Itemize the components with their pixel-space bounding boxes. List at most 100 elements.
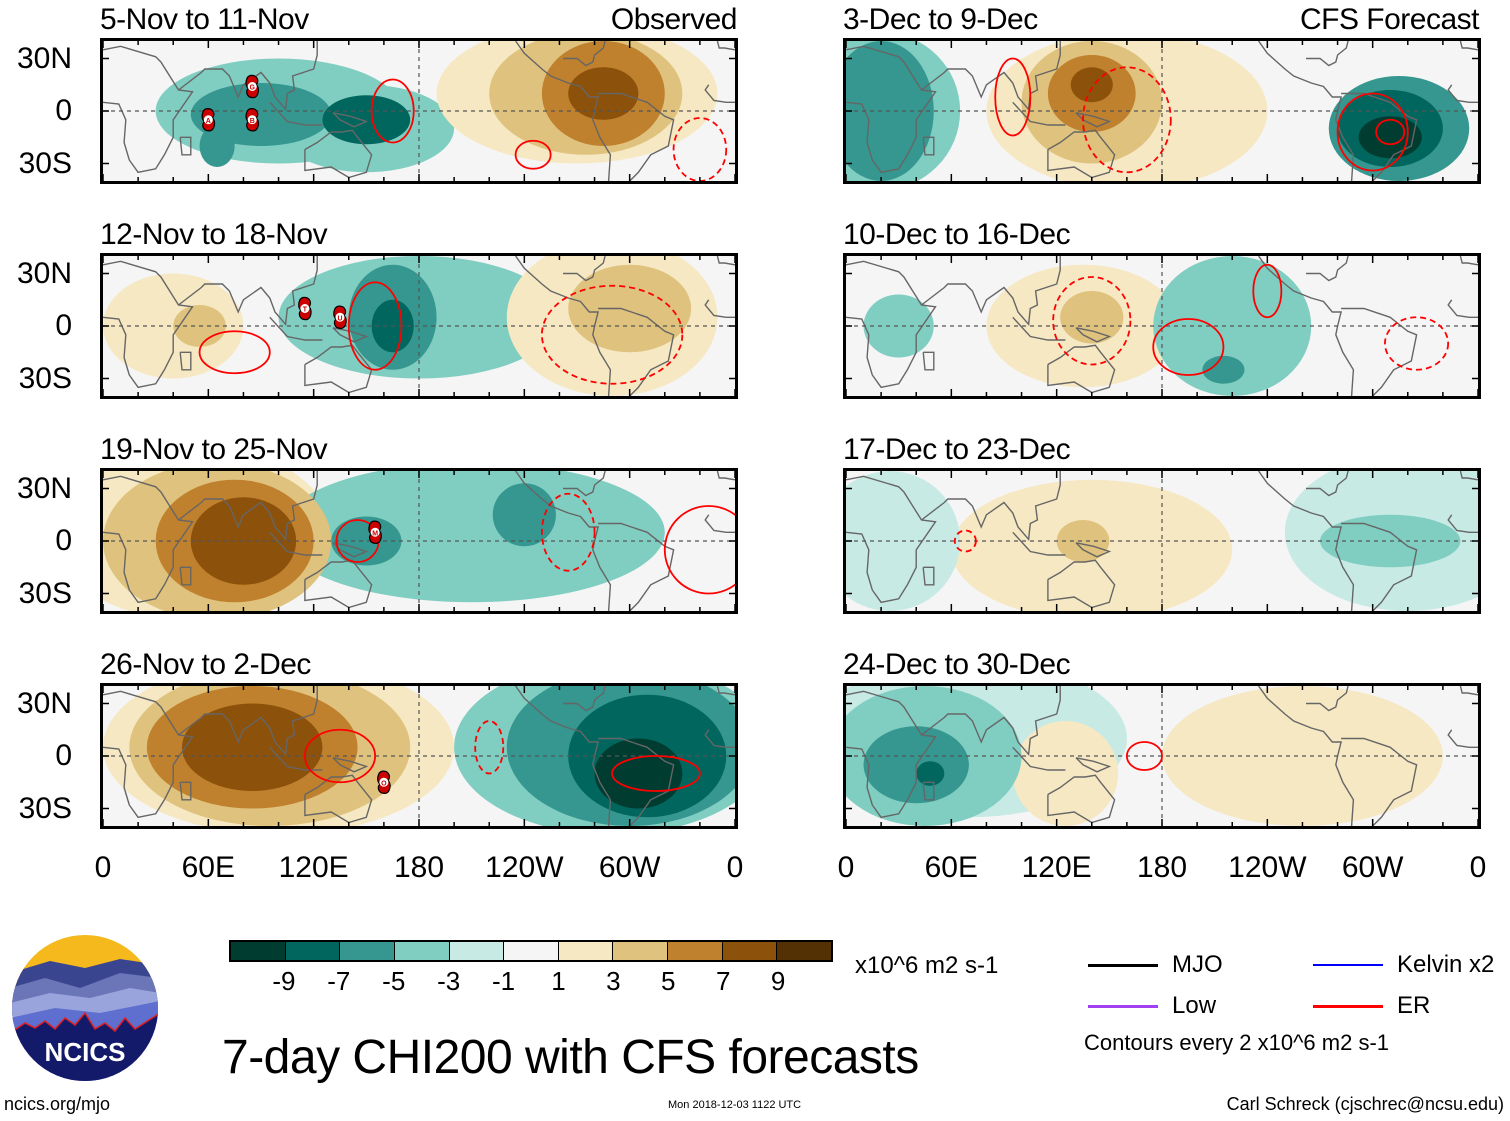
colorbar-segment <box>340 942 395 960</box>
er-contour-positive <box>198 330 271 375</box>
coastline <box>1258 686 1355 826</box>
coastline <box>716 41 735 51</box>
panel-title: 10-Dec to 16-Dec <box>843 218 1071 251</box>
coastline <box>1447 514 1478 533</box>
colorbar-segment <box>449 942 505 960</box>
y-tick-label: 30S <box>18 361 72 395</box>
storm-label: M <box>372 530 378 537</box>
x-tick-label: 0 <box>94 851 112 884</box>
coastline <box>515 256 612 396</box>
coastline <box>1459 471 1478 481</box>
panel-title: 24-Dec to 30-Dec <box>843 648 1071 681</box>
y-tick-label: 0 <box>55 94 72 127</box>
coastline <box>179 351 192 371</box>
er-contour-negative <box>540 492 596 572</box>
author-credit: Carl Schreck (cjschrec@ncsu.edu) <box>1226 1094 1504 1114</box>
coastline <box>563 686 606 712</box>
map-panel <box>843 38 1481 184</box>
anomaly-region <box>1060 291 1124 344</box>
coastline <box>103 260 194 389</box>
coastline <box>921 41 1061 111</box>
coastline <box>269 531 323 556</box>
coastline <box>1047 129 1116 179</box>
coastline <box>1258 256 1355 396</box>
x-tick-label: 180 <box>1136 851 1188 884</box>
er-contour-negative <box>672 117 728 181</box>
colorbar-label: 3 <box>606 966 621 996</box>
coastline <box>1341 737 1418 826</box>
coastline <box>716 471 735 481</box>
coastline <box>846 475 937 604</box>
coastline <box>1047 559 1116 609</box>
map-panel <box>843 253 1481 399</box>
panel-title: 5-Nov to 11-Nov <box>100 3 309 36</box>
x-tick-label: 60W <box>598 851 661 884</box>
map-svg <box>846 41 1478 181</box>
er-contour-positive <box>611 755 701 792</box>
panel-title: 17-Dec to 23-Dec <box>843 433 1071 466</box>
anomaly-region <box>199 125 235 167</box>
coastline <box>103 690 194 819</box>
tropical-cyclone-icon: O <box>377 770 391 794</box>
coastline <box>1012 101 1066 126</box>
coastline <box>598 307 675 396</box>
er-contour-positive <box>303 728 377 784</box>
coastline <box>304 129 373 179</box>
coastline <box>704 514 735 533</box>
coastline <box>1012 316 1066 341</box>
coastline <box>1075 542 1112 558</box>
panel-title: 3-Dec to 9-Dec <box>843 3 1038 36</box>
coastline <box>846 690 937 819</box>
er-contour-positive <box>1252 263 1283 319</box>
coastline <box>704 84 735 103</box>
map-panel: G A B <box>100 38 738 184</box>
coastline <box>1447 84 1478 103</box>
coastline <box>716 256 735 266</box>
colorbar-label: 5 <box>661 966 676 996</box>
coastline <box>704 299 735 318</box>
coastline <box>716 686 735 696</box>
anomaly-region <box>916 761 945 786</box>
panel-title: 12-Nov to 18-Nov <box>100 218 328 251</box>
x-tick-label: 60W <box>1341 851 1404 884</box>
coastline <box>103 45 194 174</box>
panel-title: 26-Nov to 2-Dec <box>100 648 311 681</box>
legend-item-er: ER <box>1313 993 1430 1019</box>
colorbar-label: 1 <box>551 966 566 996</box>
url-link[interactable]: ncics.org/mjo <box>4 1094 111 1114</box>
legend-label: Low <box>1172 992 1217 1019</box>
storm-label: A <box>206 118 211 125</box>
er-contour-positive <box>370 78 415 144</box>
er-contour-positive <box>994 57 1032 137</box>
coastline <box>598 522 675 611</box>
coastline <box>269 101 323 126</box>
y-tick-label: 30N <box>16 471 72 505</box>
colorbar-segment <box>613 942 669 960</box>
er-contour-negative <box>1384 316 1450 371</box>
coastline <box>515 41 612 181</box>
coastline <box>304 559 373 609</box>
er-contour-negative <box>474 720 505 775</box>
map-svg: TU <box>103 256 735 396</box>
coastline <box>704 729 735 748</box>
storm-label: U <box>337 315 342 322</box>
x-tick-label: 180 <box>393 851 445 884</box>
timestamp: Mon 2018-12-03 1122 UTC <box>668 1099 802 1111</box>
storm-label: O <box>381 780 387 787</box>
storm-label: B <box>250 118 255 125</box>
coastline <box>1459 686 1478 696</box>
coastline <box>563 256 606 282</box>
coastline <box>846 45 937 174</box>
ncics-logo[interactable]: NCICS <box>10 933 160 1083</box>
legend-item-low: Low <box>1088 993 1216 1019</box>
coastline <box>1341 92 1418 181</box>
coastline <box>1012 531 1066 556</box>
coastline <box>922 351 935 371</box>
coastline <box>304 344 373 394</box>
anomaly-region <box>331 516 402 566</box>
coastline <box>1258 41 1355 181</box>
coastline <box>332 542 369 558</box>
coastline <box>921 256 1061 326</box>
x-tick-label: 60E <box>181 851 236 884</box>
